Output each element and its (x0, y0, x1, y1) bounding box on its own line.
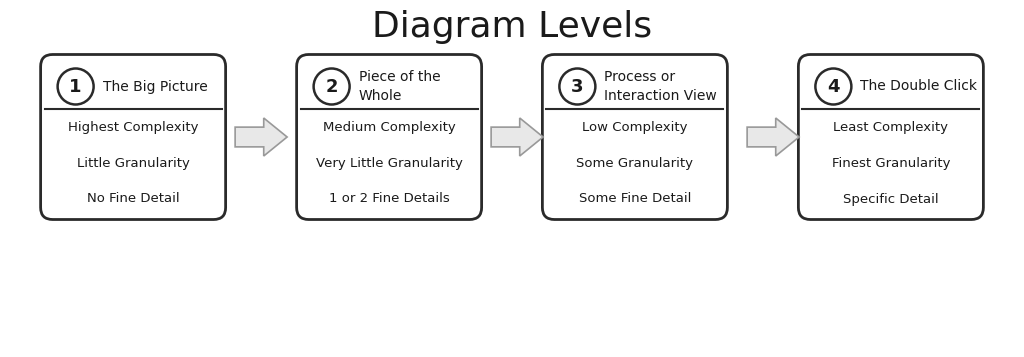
Text: The Double Click: The Double Click (860, 80, 977, 94)
Circle shape (559, 69, 595, 105)
Text: Piece of the
Whole: Piece of the Whole (358, 70, 440, 103)
Text: Least Complexity: Least Complexity (834, 121, 948, 134)
Text: Finest Granularity: Finest Granularity (831, 156, 950, 170)
Text: 1 or 2 Fine Details: 1 or 2 Fine Details (329, 192, 450, 206)
FancyBboxPatch shape (543, 55, 727, 220)
FancyBboxPatch shape (41, 55, 225, 220)
FancyBboxPatch shape (799, 55, 983, 220)
Text: Diagram Levels: Diagram Levels (372, 10, 652, 44)
Text: Some Granularity: Some Granularity (577, 156, 693, 170)
Text: Medium Complexity: Medium Complexity (323, 121, 456, 134)
Text: Very Little Granularity: Very Little Granularity (315, 156, 463, 170)
Circle shape (313, 69, 349, 105)
Polygon shape (236, 118, 287, 156)
Text: Little Granularity: Little Granularity (77, 156, 189, 170)
Text: The Big Picture: The Big Picture (102, 80, 208, 94)
Text: Low Complexity: Low Complexity (582, 121, 688, 134)
Circle shape (57, 69, 93, 105)
Text: No Fine Detail: No Fine Detail (87, 192, 179, 206)
Polygon shape (492, 118, 543, 156)
Text: Specific Detail: Specific Detail (843, 192, 939, 206)
FancyBboxPatch shape (297, 55, 481, 220)
Circle shape (815, 69, 851, 105)
Text: 2: 2 (326, 77, 338, 96)
Text: 4: 4 (827, 77, 840, 96)
Text: Some Fine Detail: Some Fine Detail (579, 192, 691, 206)
Polygon shape (748, 118, 799, 156)
Text: 3: 3 (571, 77, 584, 96)
Text: 1: 1 (70, 77, 82, 96)
Text: Process or
Interaction View: Process or Interaction View (604, 70, 717, 103)
Text: Highest Complexity: Highest Complexity (68, 121, 199, 134)
